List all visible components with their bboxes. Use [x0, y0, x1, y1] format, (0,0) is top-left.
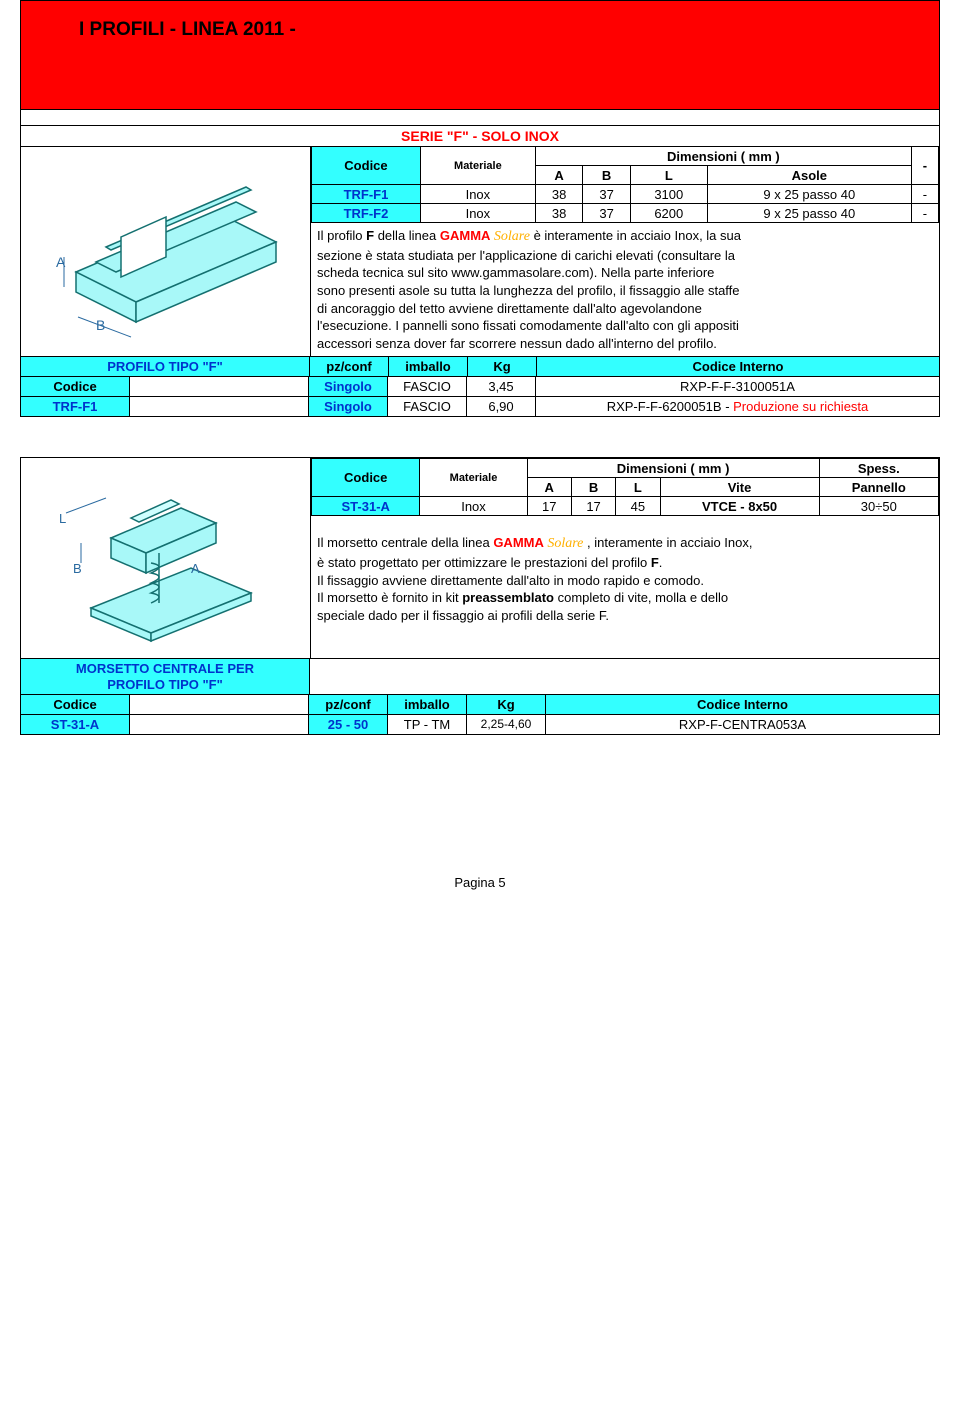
section1-bottom-final: PROFILO TIPO "F" pz/conf imballo Kg Codi…	[21, 356, 939, 416]
diagram-cell-2: L B A	[21, 458, 311, 658]
section-morsetto: L B A Codice Materiale Dimensioni ( mm )…	[20, 457, 940, 735]
th-dash: -	[911, 147, 938, 185]
spec-row: TRF-F2 Inox 38 37 6200 9 x 25 passo 40 -	[312, 204, 939, 223]
page-title: I PROFILI - LINEA 2011 -	[79, 19, 296, 41]
th-a: A	[535, 166, 583, 185]
diagram-cell-1: A B	[21, 146, 311, 356]
serie-title: SERIE "F" - SOLO INOX	[21, 126, 939, 146]
bottom-row: ST-31-A 25 - 50 TP - TM 2,25-4,60 RXP-F-…	[21, 714, 939, 734]
svg-text:B: B	[73, 561, 82, 576]
profile-diagram-icon: A B	[36, 162, 296, 342]
th-codice: Codice	[312, 147, 421, 185]
separator-row	[20, 110, 940, 126]
th-asole: Asole	[707, 166, 911, 185]
clamp-diagram-icon: L B A	[41, 458, 291, 658]
spec-table-2: Codice Materiale Dimensioni ( mm ) Spess…	[311, 458, 939, 516]
svg-text:B: B	[96, 317, 105, 333]
profilo-label-2: MORSETTO CENTRALE PERPROFILO TIPO "F"	[21, 659, 310, 694]
th-materiale: Materiale	[420, 147, 535, 185]
section-profilo-f: SERIE "F" - SOLO INOX A B	[20, 126, 940, 417]
data-cell-1: Codice Materiale Dimensioni ( mm ) - A B…	[311, 146, 939, 356]
description-2: Il morsetto centrale della linea GAMMA S…	[311, 516, 939, 628]
page-footer: Pagina 5	[0, 875, 960, 890]
data-cell-2: Codice Materiale Dimensioni ( mm ) Spess…	[311, 458, 939, 658]
th-b: B	[583, 166, 631, 185]
svg-text:A: A	[191, 561, 200, 576]
title-bar: I PROFILI - LINEA 2011 -	[20, 0, 940, 110]
header-block: I PROFILI - LINEA 2011 -	[20, 0, 940, 126]
th-dimensioni: Dimensioni ( mm )	[535, 147, 911, 166]
description-1: Il profilo F della linea GAMMA Solare è …	[311, 223, 939, 356]
spec-row: TRF-F1 Inox 38 37 3100 9 x 25 passo 40 -	[312, 185, 939, 204]
spec-row: ST-31-A Inox 17 17 45 VTCE - 8x50 30÷50	[312, 497, 939, 516]
th-l: L	[630, 166, 707, 185]
spec-table-1: Codice Materiale Dimensioni ( mm ) - A B…	[311, 146, 939, 223]
svg-text:L: L	[59, 511, 66, 526]
